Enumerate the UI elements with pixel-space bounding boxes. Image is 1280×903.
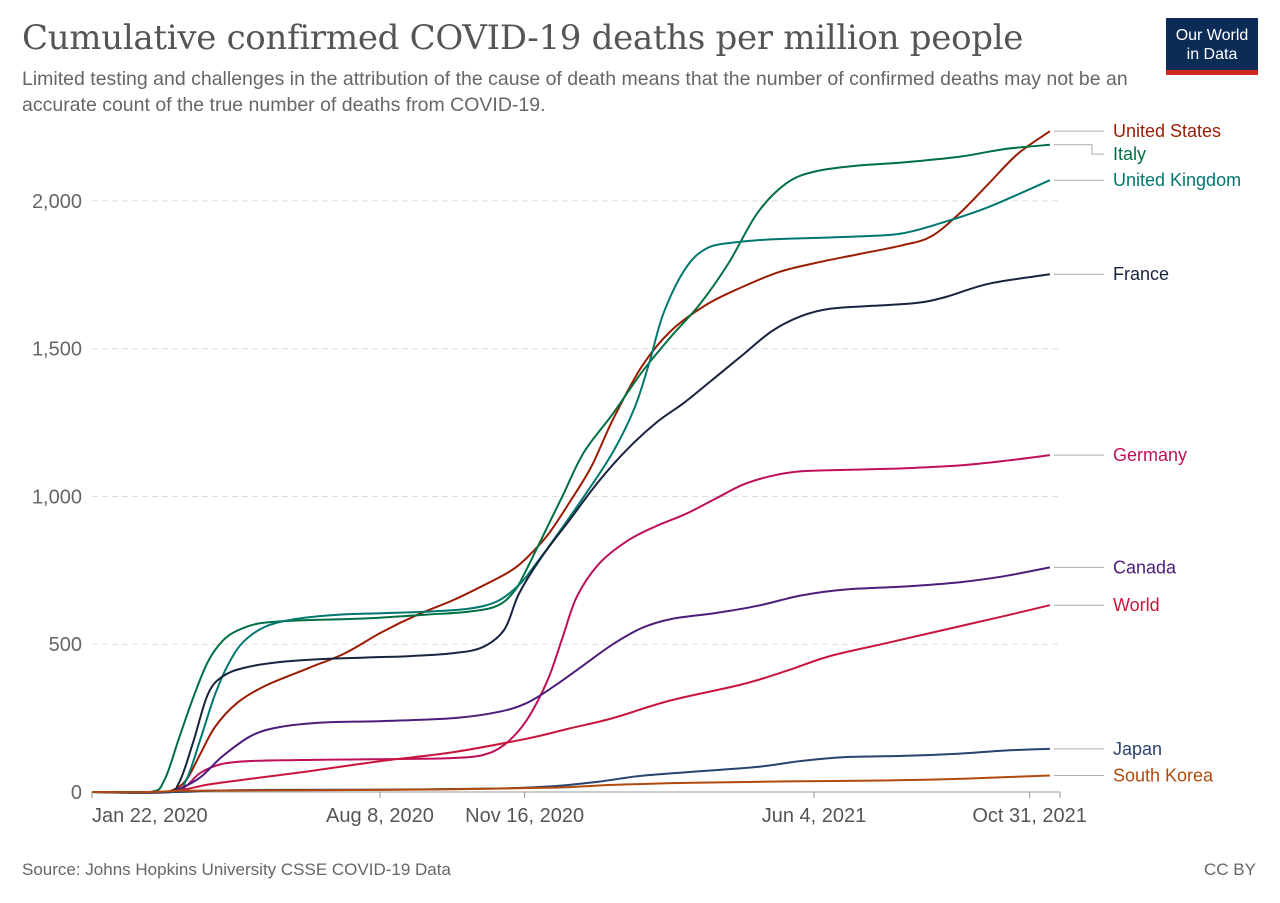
series-lines [91,130,1051,794]
series-label-world[interactable]: World [1113,595,1160,615]
series-label-united-states[interactable]: United States [1113,121,1221,141]
x-tick-label: Oct 31, 2021 [972,805,1087,827]
series-label-france[interactable]: France [1113,264,1169,284]
y-axis: 0 500 1,000 1,500 2,000 [32,191,82,804]
x-tick-label: Nov 16, 2020 [465,805,584,827]
x-tick-label: Jun 4, 2021 [762,805,867,827]
series-line-canada[interactable] [91,566,1051,794]
series-line-japan[interactable] [91,747,1050,794]
series-label-united-kingdom[interactable]: United Kingdom [1113,170,1241,190]
chart-subtitle: Limited testing and challenges in the at… [22,68,1128,116]
series-label-south-korea[interactable]: South Korea [1113,765,1214,785]
series-line-italy[interactable] [91,143,1050,794]
series-label-canada[interactable]: Canada [1113,557,1177,577]
series-labels: United States Italy United Kingdom France Ge… [1053,121,1241,785]
logo-line-1: Our World [1175,27,1249,44]
chart-title: Cumulative confirmed COVID-19 deaths per… [22,18,1024,58]
series-line-germany[interactable] [91,454,1051,794]
owid-logo[interactable]: Our World in Data [1166,18,1258,75]
series-line-south-korea[interactable] [91,774,1050,794]
x-tick-label: Aug 8, 2020 [326,805,434,827]
y-tick-label: 2,000 [32,191,82,213]
series-label-italy[interactable]: Italy [1113,144,1146,164]
gridlines [92,200,1060,645]
y-tick-label: 1,000 [32,486,82,508]
series-line-world[interactable] [91,604,1051,794]
y-tick-label: 1,500 [32,339,82,361]
y-tick-label: 500 [49,634,82,656]
logo-line-2: in Data [1186,46,1238,63]
series-line-france[interactable] [91,273,1051,794]
source-note[interactable]: Source: Johns Hopkins University CSSE CO… [22,860,451,879]
series-label-japan[interactable]: Japan [1113,739,1162,759]
series-line-united-states[interactable] [91,130,1051,794]
license-link[interactable]: CC BY [1204,860,1256,879]
x-axis: Jan 22, 2020 Aug 8, 2020 Nov 16, 2020 Jun 4… [91,791,1087,827]
label-leader-line [1053,144,1104,155]
y-tick-label: 0 [71,782,82,804]
series-label-germany[interactable]: Germany [1113,445,1187,465]
series-line-united-kingdom[interactable] [91,179,1051,794]
x-tick-label: Jan 22, 2020 [92,805,208,827]
